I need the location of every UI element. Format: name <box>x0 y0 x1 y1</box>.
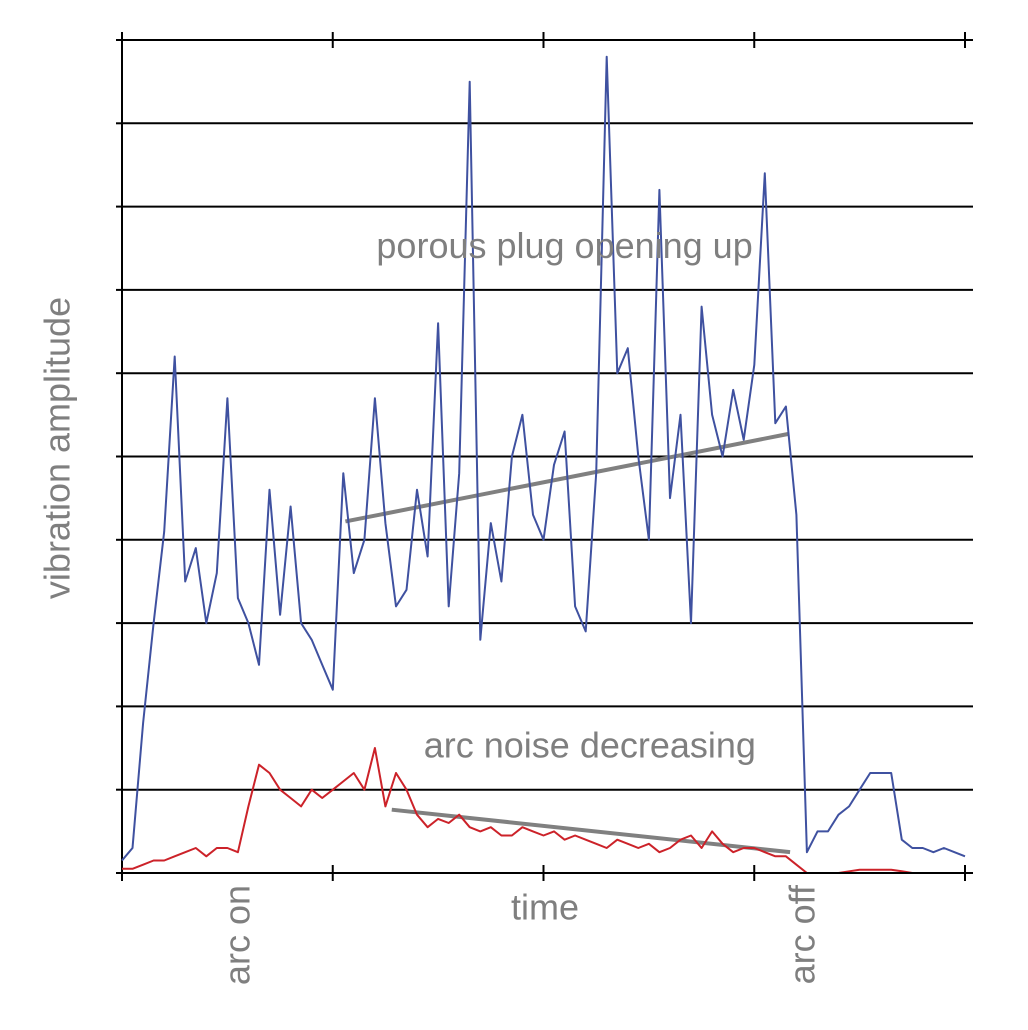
x-axis-label: time <box>511 887 579 928</box>
y-axis-label: vibration amplitude <box>37 297 78 599</box>
x-marker-label: arc off <box>781 884 822 984</box>
x-marker-label: arc on <box>217 885 258 985</box>
series-line <box>121 55 966 862</box>
annotation: porous plug opening up <box>376 225 752 266</box>
annotation: arc noise decreasing <box>424 725 756 766</box>
trend-line <box>391 807 791 855</box>
series-line <box>122 747 965 874</box>
